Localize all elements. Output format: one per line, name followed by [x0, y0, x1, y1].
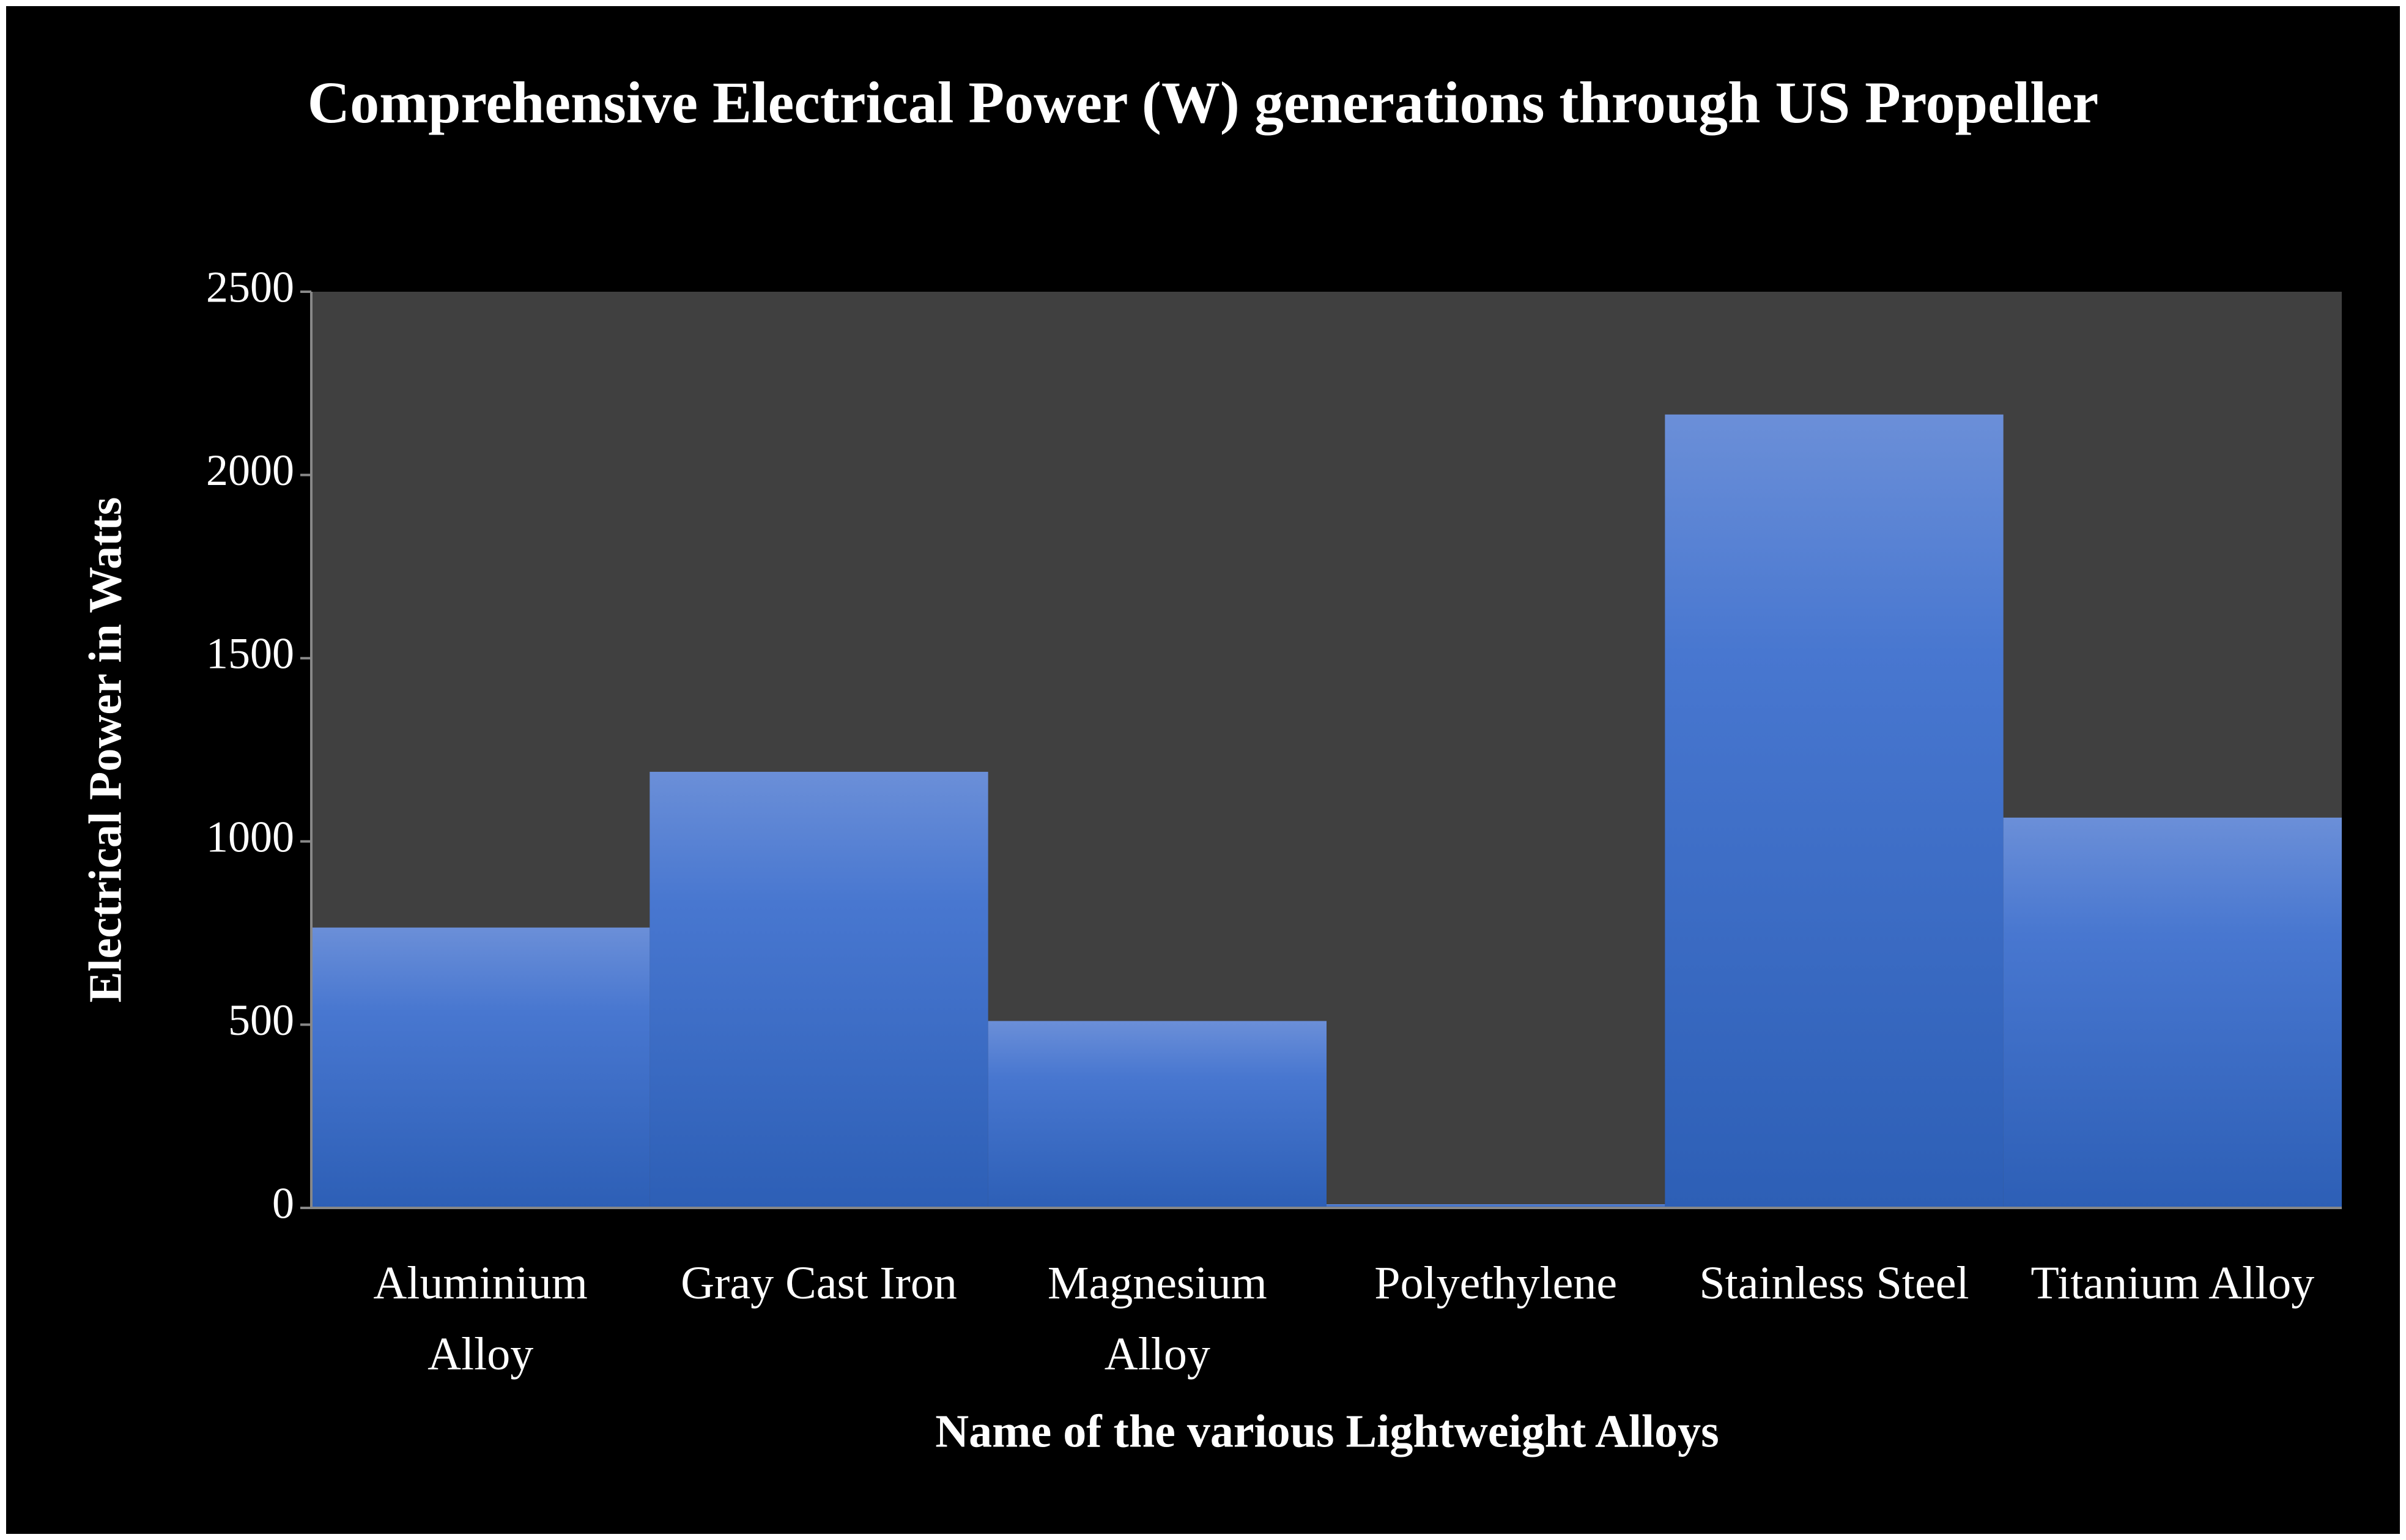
y-tick-label: 2500 — [206, 263, 294, 312]
y-tick-label: 500 — [228, 996, 294, 1045]
y-tick-label: 2000 — [206, 446, 294, 495]
x-tick-label: Magnesium Alloy — [1047, 1257, 1267, 1380]
x-tick-label: Aluminium Alloy — [373, 1257, 588, 1380]
y-tick-label: 1500 — [206, 629, 294, 678]
bar — [1665, 414, 2004, 1209]
y-tick-label: 1000 — [206, 812, 294, 861]
x-tick-label: Stainless Steel — [1699, 1257, 1969, 1309]
bar — [650, 771, 988, 1208]
bar — [311, 927, 650, 1208]
x-tick-label: Titanium Alloy — [2030, 1257, 2315, 1309]
x-tick-label: Gray Cast Iron — [681, 1257, 957, 1309]
x-axis-title: Name of the various Lightweight Alloys — [935, 1405, 1719, 1457]
bar — [2003, 817, 2342, 1208]
bar — [988, 1021, 1327, 1208]
y-axis-title: Electrical Power in Watts — [80, 497, 131, 1003]
bar — [1327, 1204, 1665, 1208]
y-tick-label: 0 — [272, 1179, 294, 1228]
x-tick-label: Polyethylene — [1374, 1257, 1618, 1309]
chart-title: Comprehensive Electrical Power (W) gener… — [307, 70, 2099, 135]
